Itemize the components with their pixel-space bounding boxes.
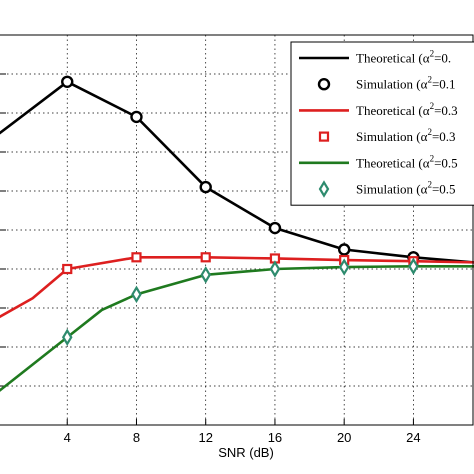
legend-label-text: Theoretical (α bbox=[356, 155, 430, 170]
series-layer bbox=[0, 75, 474, 392]
legend: Theoretical (α2=0.Simulation (α2=0.1Theo… bbox=[290, 41, 474, 206]
legend-label: Simulation (α2=0.3 bbox=[356, 127, 456, 144]
legend-label: Simulation (α2=0.5 bbox=[356, 180, 456, 197]
circle-marker bbox=[199, 180, 212, 194]
diamond-marker bbox=[318, 180, 330, 198]
circle-marker bbox=[268, 221, 282, 235]
square-marker bbox=[62, 263, 73, 275]
series-group bbox=[0, 257, 474, 392]
legend-label-superscript: 2 bbox=[427, 180, 432, 190]
diamond-marker bbox=[61, 328, 73, 346]
square-marker bbox=[318, 131, 330, 142]
x-tick-label: 4 bbox=[64, 430, 71, 445]
x-axis-title: SNR (dB) bbox=[218, 445, 274, 460]
diamond-marker bbox=[338, 258, 350, 276]
legend-label-value: =0. bbox=[434, 51, 451, 66]
legend-label-superscript: 2 bbox=[430, 49, 435, 59]
x-axis-ticks: 4 8 12 16 20 24 bbox=[64, 419, 421, 445]
plot-frame bbox=[0, 34, 474, 426]
legend-box bbox=[290, 41, 474, 206]
square-marker bbox=[200, 252, 211, 263]
legend-label-superscript: 2 bbox=[427, 75, 432, 85]
legend-label: Theoretical (α2=0.3 bbox=[356, 101, 458, 118]
circle-marker bbox=[317, 77, 331, 91]
x-tick-label: 12 bbox=[198, 430, 212, 445]
square-marker bbox=[131, 252, 142, 263]
legend-label: Simulation (α2=0.1 bbox=[356, 75, 456, 92]
circle-marker bbox=[130, 110, 143, 124]
legend-label-value: =0.3 bbox=[432, 129, 456, 144]
legend-label-value: =0.5 bbox=[434, 155, 458, 170]
diamond-marker bbox=[131, 285, 142, 304]
legend-label-value: =0.3 bbox=[434, 103, 458, 118]
x-tick-label: 16 bbox=[268, 430, 282, 445]
x-tick-label: 8 bbox=[133, 430, 140, 445]
legend-label-superscript: 2 bbox=[430, 101, 435, 111]
legend-label-superscript: 2 bbox=[427, 127, 432, 137]
legend-label-value: =0.5 bbox=[432, 182, 456, 197]
legend-label: Theoretical (α2=0. bbox=[356, 49, 451, 66]
legend-label-text: Theoretical (α bbox=[356, 51, 430, 66]
x-tick-label: 20 bbox=[337, 430, 351, 445]
legend-label-value: =0.1 bbox=[432, 77, 456, 92]
diamond-marker bbox=[200, 266, 211, 284]
legend-label-superscript: 2 bbox=[430, 153, 435, 163]
legend-label-text: Simulation (α bbox=[356, 182, 428, 197]
circle-marker bbox=[337, 243, 351, 256]
x-tick-label: 24 bbox=[406, 430, 420, 445]
legend-label-text: Theoretical (α bbox=[356, 103, 430, 118]
legend-label-text: Simulation (α bbox=[356, 129, 428, 144]
circle-marker bbox=[61, 75, 74, 89]
diamond-marker bbox=[408, 257, 419, 275]
legend-label-text: Simulation (α bbox=[356, 77, 428, 92]
series-line bbox=[0, 80, 474, 264]
legend-label: Theoretical (α2=0.5 bbox=[356, 153, 458, 170]
diamond-marker bbox=[269, 260, 281, 278]
